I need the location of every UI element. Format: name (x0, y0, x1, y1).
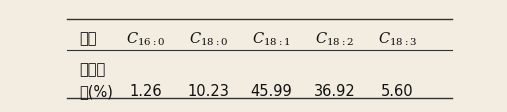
Text: 5.60: 5.60 (381, 84, 414, 99)
Text: $C_{18:3}$: $C_{18:3}$ (378, 31, 417, 48)
Text: 1.26: 1.26 (130, 84, 162, 99)
Text: 10.23: 10.23 (188, 84, 230, 99)
Text: 质量分: 质量分 (79, 62, 105, 77)
Text: 数(%): 数(%) (79, 84, 113, 99)
Text: 36.92: 36.92 (314, 84, 355, 99)
Text: $C_{18:0}$: $C_{18:0}$ (189, 31, 229, 48)
Text: $C_{18:2}$: $C_{18:2}$ (315, 31, 354, 48)
Text: 成分: 成分 (79, 31, 97, 46)
Text: $C_{16:0}$: $C_{16:0}$ (126, 31, 166, 48)
Text: 45.99: 45.99 (251, 84, 293, 99)
Text: $C_{18:1}$: $C_{18:1}$ (252, 31, 291, 48)
